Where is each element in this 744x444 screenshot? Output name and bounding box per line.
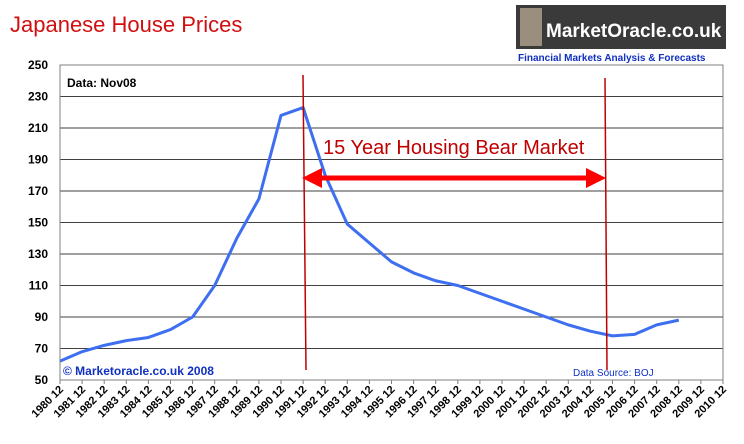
logo-text: MarketOracle.co.uk	[546, 21, 722, 42]
y-tick-label: 190	[28, 153, 48, 167]
y-tick-label: 150	[28, 216, 48, 230]
y-tick-label: 130	[28, 247, 48, 261]
annotation: 15 Year Housing Bear Market	[323, 137, 585, 159]
logo-tagline: Financial Markets Analysis & Forecasts	[518, 53, 706, 64]
y-tick-label: 250	[28, 58, 48, 72]
y-tick-label: 230	[28, 90, 48, 104]
arrow-head	[586, 168, 606, 188]
y-tick-label: 210	[28, 121, 48, 135]
marker-line	[604, 77, 608, 371]
logo-figure	[520, 8, 542, 46]
y-tick-label: 70	[35, 342, 49, 356]
arrow-head	[302, 168, 322, 188]
chart-title: Japanese House Prices	[10, 12, 242, 37]
y-tick-label: 110	[29, 279, 49, 293]
line-series	[59, 106, 680, 363]
annotation: Data Source: BOJ	[573, 368, 654, 379]
marker-line	[302, 74, 307, 371]
y-tick-label: 90	[35, 310, 49, 324]
y-tick-label: 50	[35, 373, 49, 387]
y-tick-label: 170	[28, 184, 48, 198]
annotation: Data: Nov08	[67, 76, 137, 90]
logo-box	[516, 5, 726, 49]
annotation: © Marketoracle.co.uk 2008	[63, 364, 214, 378]
